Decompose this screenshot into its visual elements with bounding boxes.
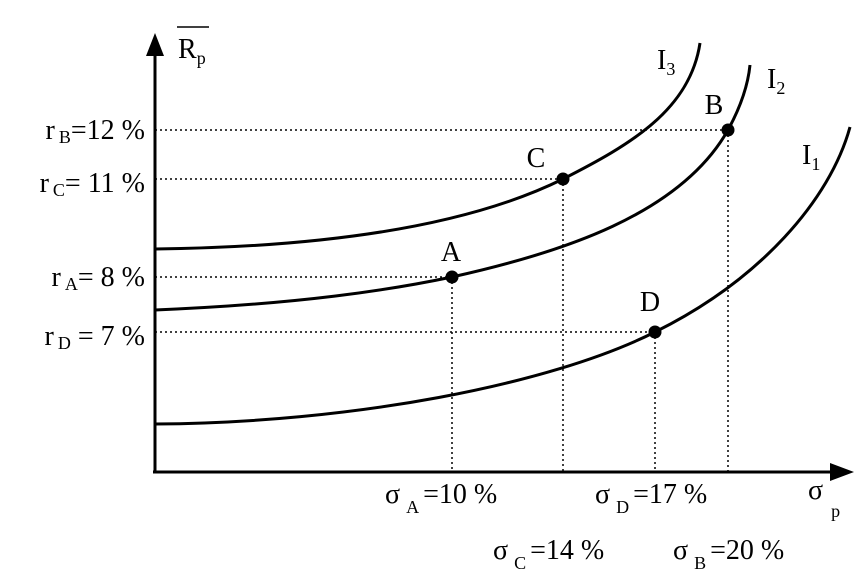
text-part: = 11 % [65, 168, 145, 199]
x-label: σ C =14 % [493, 535, 604, 573]
text-part: B [59, 127, 71, 147]
text-part: σ [808, 475, 823, 506]
point-label: B [705, 90, 724, 121]
text-part: D [616, 497, 629, 517]
text-part: =14 % [530, 535, 604, 566]
text-part: A [65, 274, 78, 294]
point-a [445, 270, 459, 284]
curve-i1 [154, 126, 852, 426]
curve-i2 [154, 64, 752, 312]
point-d [648, 325, 662, 339]
x-axis-title: σp [808, 475, 840, 521]
text-part: p [831, 501, 840, 521]
point-label: C [527, 143, 546, 174]
text-part: p [197, 48, 206, 68]
text-part: I [657, 45, 666, 76]
y-axis-title: Rp [178, 34, 206, 68]
text-part: R [178, 34, 197, 65]
text-part: =20 % [710, 535, 784, 566]
curve-label: I2 [767, 64, 785, 98]
text-part: =17 % [633, 479, 707, 510]
text-part: σ [595, 479, 610, 510]
curve-label: I3 [657, 45, 675, 79]
text-part: σ [673, 535, 688, 566]
text-part: 3 [666, 59, 675, 79]
text-part: = 8 % [78, 262, 145, 293]
text-part: 1 [811, 154, 820, 174]
text-part: r [45, 321, 55, 352]
text-part: r [40, 168, 50, 199]
y-label: r A= 8 % [52, 262, 145, 294]
curve-i3 [154, 42, 702, 251]
x-label: σ B =20 % [673, 535, 784, 573]
text-part: = 7 % [71, 321, 145, 352]
x-arrow [830, 463, 854, 481]
point-label: D [640, 287, 660, 318]
text-part: =12 % [71, 115, 145, 146]
text-part: 2 [776, 78, 785, 98]
y-label: r B=12 % [46, 115, 145, 147]
y-arrow [146, 33, 164, 56]
point-label: A [441, 237, 462, 268]
x-label: σ D =17 % [595, 479, 707, 517]
point-c [556, 172, 570, 186]
curve-label: I1 [802, 140, 820, 174]
text-part: I [767, 64, 776, 95]
text-part: C [53, 180, 65, 200]
x-label: σ A =10 % [385, 479, 497, 517]
text-part: σ [385, 479, 400, 510]
text-part: σ [493, 535, 508, 566]
text-part: C [514, 553, 526, 573]
text-part: B [694, 553, 706, 573]
text-part: A [406, 497, 419, 517]
text-part: r [52, 262, 62, 293]
y-label: r C= 11 % [40, 168, 145, 200]
text-part: =10 % [423, 479, 497, 510]
text-part: r [46, 115, 56, 146]
text-part: I [802, 140, 811, 171]
guides [155, 129, 729, 472]
point-b [721, 123, 735, 137]
text-part: D [58, 333, 71, 353]
